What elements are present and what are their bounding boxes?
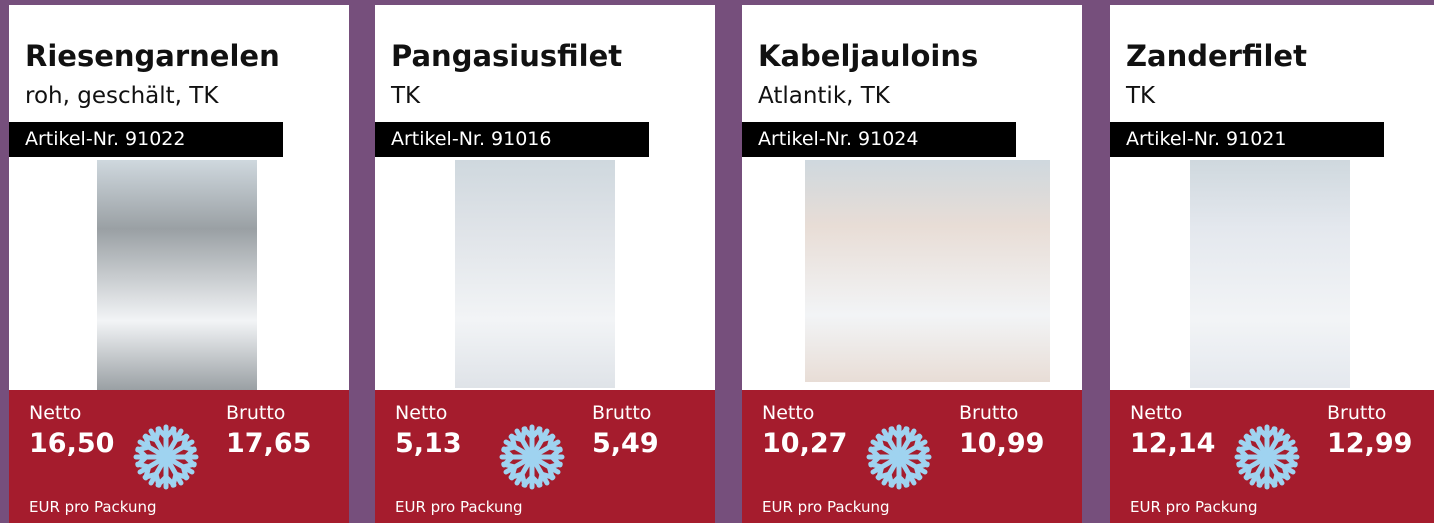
art: Artikel-Nr. 91016 [375,122,649,157]
art: Artikel-Nr. 91022 [9,122,283,157]
lbl: Netto [29,402,82,424]
title: Riesengarnelen [25,39,280,73]
price: Netto 16,50 Brutto 17,65 EUR pro Packung [9,390,349,523]
unit: EUR pro Packung [395,498,523,516]
unit: EUR pro Packung [29,498,157,516]
price: Netto 10,27 Brutto 10,99 EUR pro Packung [742,390,1082,523]
sub: TK [1126,83,1156,109]
card: Pangasiusfilet TK Artikel-Nr. 91016 Netto 5,… [375,5,715,523]
title: Kabeljauloins [758,39,979,73]
snowflake-icon [1234,424,1300,490]
snowflake-icon [133,424,199,490]
num: 5,13 [395,428,462,459]
lbl: Netto [1130,402,1183,424]
art: Artikel-Nr. 91021 [1110,122,1384,157]
lbl: Netto [762,402,815,424]
num: 12,14 [1130,428,1216,459]
num: 16,50 [29,428,115,459]
title: Zanderfilet [1126,39,1307,73]
price: Netto 5,13 Brutto 5,49 EUR pro Packung [375,390,715,523]
num: 5,49 [592,428,659,459]
lbl: Brutto [1327,402,1387,424]
num: 12,99 [1327,428,1413,459]
snowflake-icon [499,424,565,490]
img [1190,160,1350,388]
sub: roh, geschält, TK [25,83,219,109]
num: 17,65 [226,428,312,459]
snowflake-icon [866,424,932,490]
art: Artikel-Nr. 91024 [742,122,1016,157]
unit: EUR pro Packung [762,498,890,516]
lbl: Brutto [226,402,286,424]
num: 10,99 [959,428,1045,459]
price: Netto 12,14 Brutto 12,99 EUR pro Packung [1110,390,1434,523]
lbl: Netto [395,402,448,424]
lbl: Brutto [959,402,1019,424]
card: Kabeljauloins Atlantik, TK Artikel-Nr. 910… [742,5,1082,523]
title: Pangasiusfilet [391,39,623,73]
sub: TK [391,83,421,109]
img [455,160,615,388]
num: 10,27 [762,428,848,459]
img [97,160,257,390]
lbl: Brutto [592,402,652,424]
card: Riesengarnelen roh, geschält, TK Artikel-N… [9,5,349,523]
unit: EUR pro Packung [1130,498,1258,516]
img [805,160,1050,382]
sub: Atlantik, TK [758,83,890,109]
card: Zanderfilet TK Artikel-Nr. 91021 Netto 12,14… [1110,5,1434,523]
